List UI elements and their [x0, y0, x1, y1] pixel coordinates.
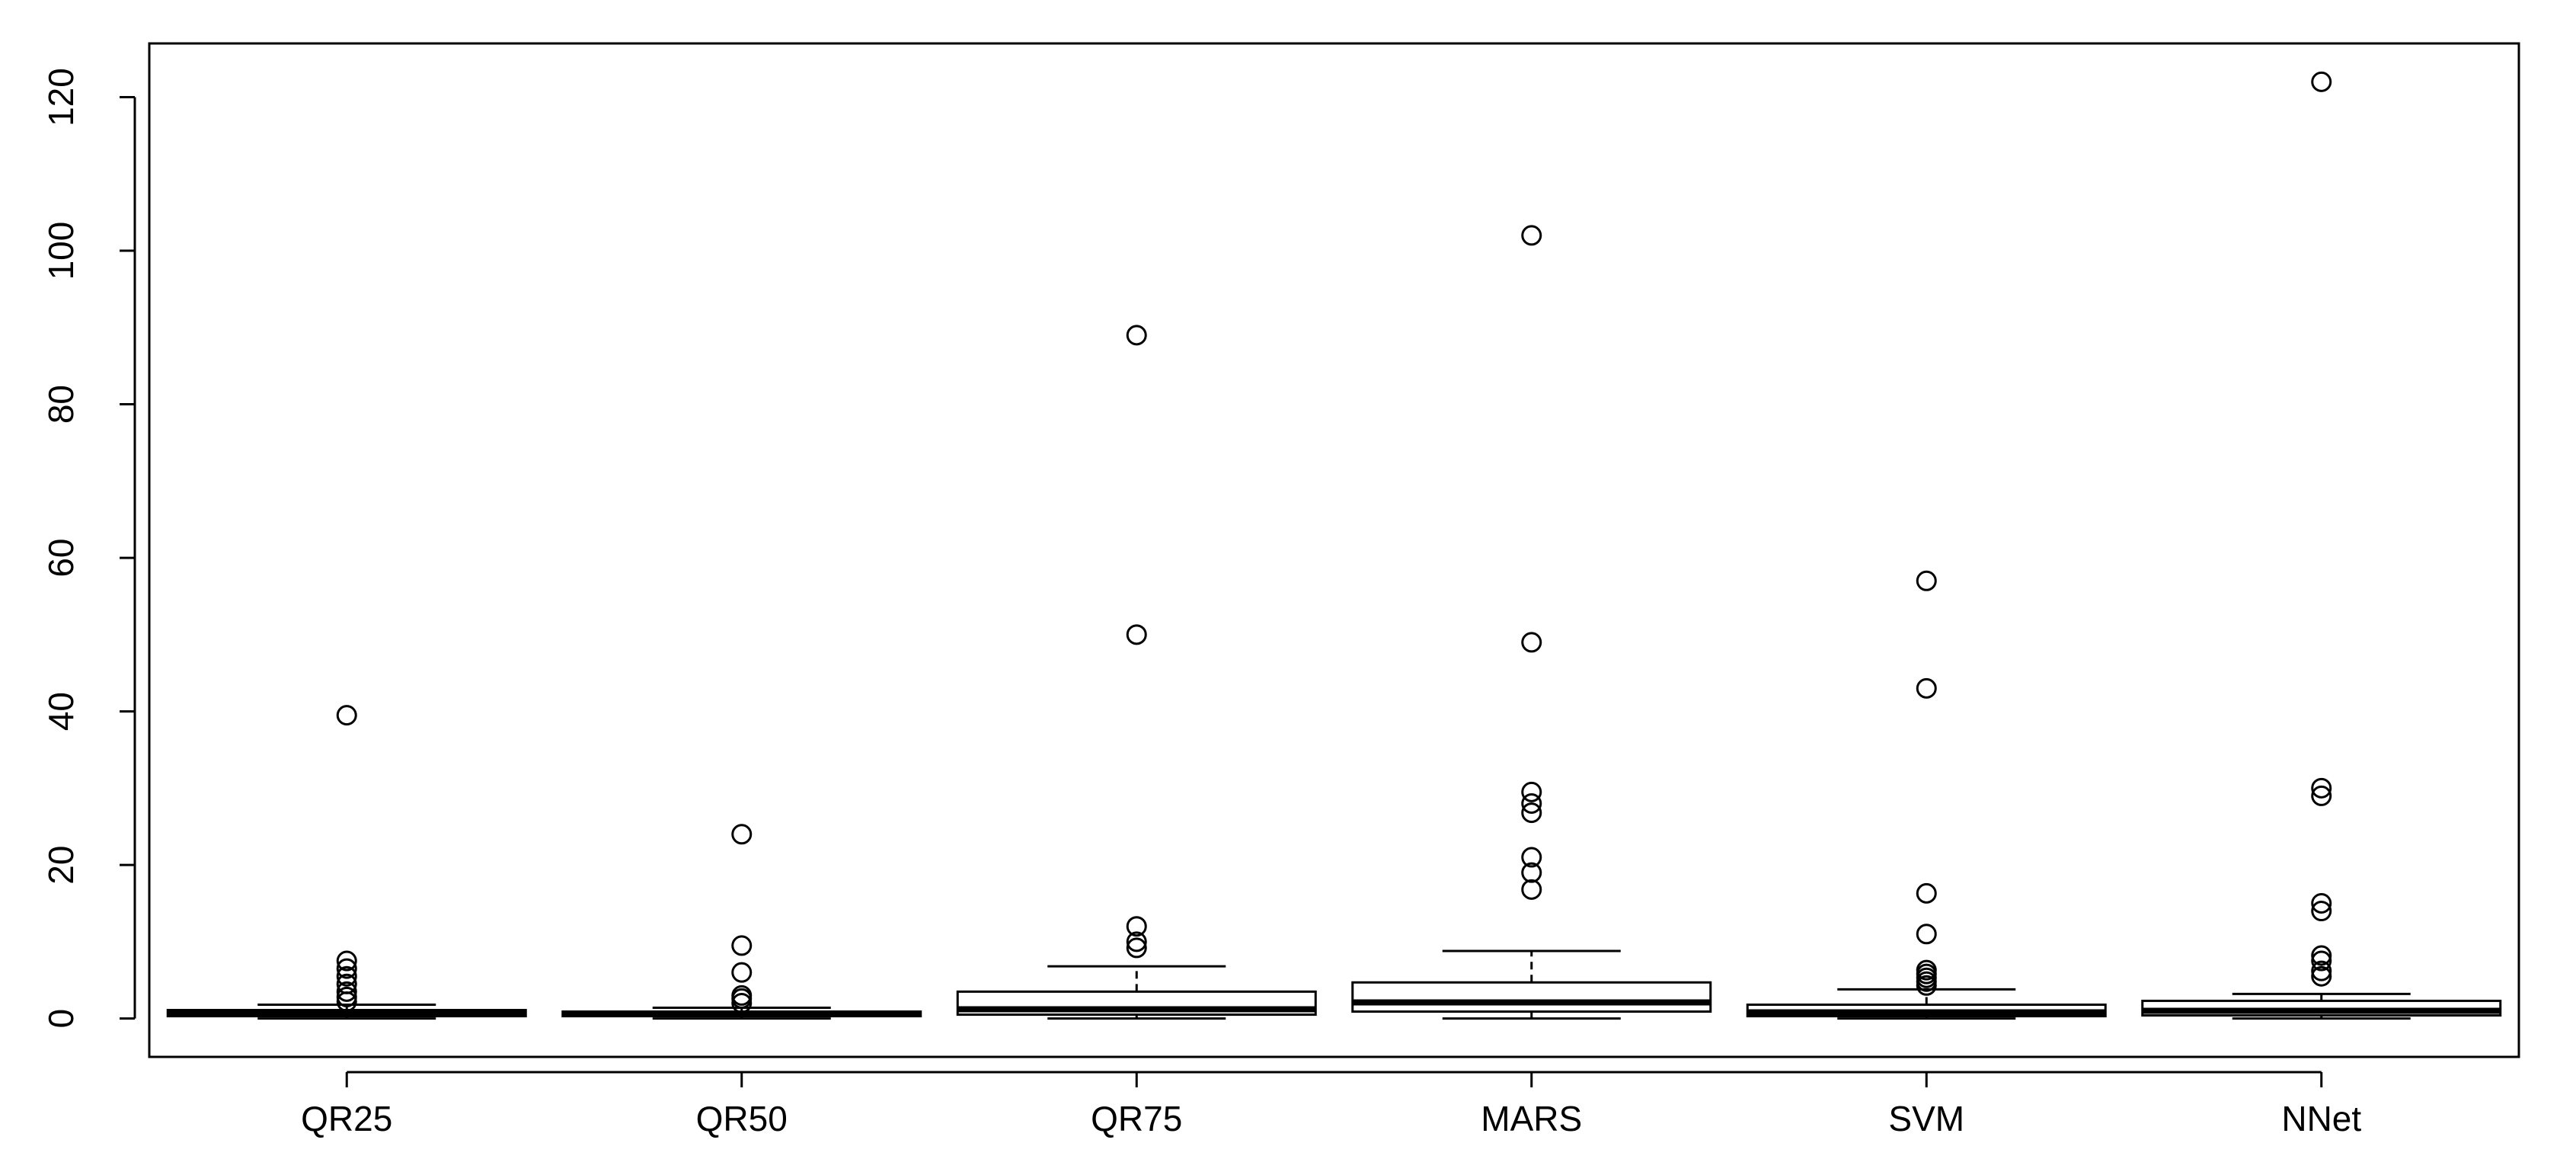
outlier-point — [1126, 624, 1147, 645]
x-axis: QR25 QR50 QR75 MARS SVM NNet — [301, 1071, 2361, 1138]
outlier-point — [731, 962, 753, 983]
x-tick-label: NNet — [2281, 1099, 2361, 1138]
outlier-point — [1916, 570, 1937, 591]
outlier-point — [2311, 777, 2332, 799]
outlier-point — [336, 705, 357, 726]
outlier-point — [1126, 931, 1147, 952]
box-rect — [1351, 981, 1712, 1013]
outlier-point — [1521, 225, 1542, 246]
box-qr50 — [561, 824, 922, 1020]
outlier-point — [1916, 924, 1937, 945]
outlier-point — [1126, 937, 1147, 959]
box-svm — [1746, 570, 2107, 1020]
outlier-point — [1521, 781, 1542, 802]
y-tick-label: 120 — [41, 68, 81, 126]
outlier-point — [1521, 879, 1542, 900]
y-tick-label: 60 — [41, 538, 81, 577]
x-tick-label: QR25 — [301, 1099, 392, 1138]
outlier-point — [336, 965, 357, 987]
box-mars — [1351, 225, 1712, 1020]
outlier-point — [1521, 793, 1542, 814]
outlier-point — [2311, 785, 2332, 806]
outlier-point — [1521, 632, 1542, 653]
outlier-point — [1916, 959, 1937, 981]
outlier-point — [2311, 901, 2332, 922]
x-tick-label: QR75 — [1091, 1099, 1182, 1138]
y-tick-label: 20 — [41, 846, 81, 885]
outlier-point — [1521, 802, 1542, 824]
outlier-point — [1126, 325, 1147, 346]
plot-frame — [148, 42, 2520, 1058]
outlier-point — [336, 950, 357, 972]
outlier-point — [336, 973, 357, 994]
box-qr75 — [956, 325, 1317, 1020]
outlier-point — [1521, 862, 1542, 883]
x-tick-label: MARS — [1481, 1099, 1582, 1138]
outlier-point — [336, 981, 357, 1002]
outlier-point — [1916, 677, 1937, 699]
box-qr25 — [166, 705, 527, 1020]
outlier-point — [731, 824, 753, 845]
outlier-point — [336, 986, 357, 1007]
outlier-point — [336, 958, 357, 979]
outlier-point — [2311, 965, 2332, 987]
outlier-point — [731, 935, 753, 956]
y-tick-label: 0 — [41, 1009, 81, 1029]
box-nnet — [2141, 71, 2502, 1020]
y-axis: 0 20 40 60 80 100 120 — [41, 68, 136, 1029]
y-tick-label: 80 — [41, 385, 81, 424]
box-series — [166, 71, 2502, 1020]
outlier-point — [1916, 882, 1937, 904]
x-tick-label: SVM — [1888, 1099, 1964, 1138]
y-tick-label: 40 — [41, 692, 81, 731]
outlier-point — [2311, 950, 2332, 972]
y-tick-label: 100 — [41, 222, 81, 280]
outlier-point — [2311, 71, 2332, 92]
outlier-point — [2311, 960, 2332, 981]
outlier-point — [2311, 892, 2332, 914]
outlier-point — [1521, 847, 1542, 868]
outlier-point — [731, 985, 753, 1006]
x-tick-label: QR50 — [696, 1099, 788, 1138]
outlier-point — [1126, 916, 1147, 937]
outlier-point — [2311, 945, 2332, 966]
